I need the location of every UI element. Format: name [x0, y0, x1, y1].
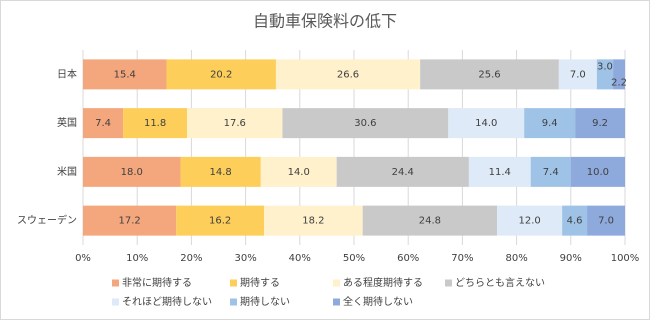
bar-segment [362, 205, 498, 236]
bar-segment [524, 108, 576, 139]
data-label: 30.6 [354, 118, 376, 129]
data-label: 4.6 [567, 216, 583, 227]
x-tick-label: 40% [289, 253, 311, 264]
data-label: 25.6 [478, 69, 500, 80]
bar-segment [558, 59, 597, 90]
y-tick-label: 米国 [57, 165, 77, 178]
bar-segment [275, 59, 421, 90]
bar-segment [575, 108, 625, 139]
bar-segment [596, 59, 614, 90]
bar-segment [336, 156, 469, 187]
bar-segment [123, 108, 188, 139]
y-tick-label: 日本 [57, 67, 77, 80]
bar-segment [180, 156, 261, 187]
data-label: 7.0 [570, 69, 586, 80]
data-label: 12.0 [518, 216, 540, 227]
data-label: 7.4 [95, 118, 111, 129]
legend-swatch [112, 298, 119, 306]
data-label: 10.0 [587, 167, 609, 178]
legend-label: 期待する [240, 276, 280, 289]
legend-swatch [230, 279, 237, 287]
bar-segment [282, 108, 449, 139]
data-label: 7.0 [598, 216, 614, 227]
legend-swatch [445, 279, 452, 287]
bar-segment [83, 205, 177, 236]
bar-segment [448, 108, 525, 139]
bar-segment [83, 156, 181, 187]
data-label: 11.4 [489, 167, 511, 178]
bar-segment [530, 156, 571, 187]
data-label: 9.4 [542, 118, 558, 129]
legend-label: どちらとも言えない [455, 276, 545, 289]
x-tick-label: 10% [126, 253, 148, 264]
legend-label: 期待しない [240, 295, 290, 308]
data-label: 24.8 [419, 216, 441, 227]
legend-label: ある程度期待する [343, 276, 423, 289]
bar-segment [260, 156, 337, 187]
x-tick-label: 80% [505, 253, 527, 264]
bar-segment [562, 205, 588, 236]
data-label: 26.6 [337, 69, 359, 80]
y-tick-label: スウェーデン [17, 214, 77, 227]
legend-label: それほど期待しない [122, 295, 212, 308]
bar-segment [468, 156, 531, 187]
x-tick-label: 60% [397, 253, 419, 264]
x-tick-label: 50% [343, 253, 365, 264]
data-label: 14.8 [210, 167, 232, 178]
x-tick-label: 0% [75, 253, 91, 264]
legend-swatch [112, 279, 119, 287]
data-label: 17.2 [118, 216, 140, 227]
y-tick-label: 英国 [57, 116, 77, 129]
legend-swatch [333, 279, 340, 287]
bar-segment [420, 59, 559, 90]
data-label: 3.0 [597, 61, 613, 72]
data-label: 15.4 [114, 69, 136, 80]
data-label: 7.4 [543, 167, 559, 178]
x-tick-label: 100% [611, 253, 640, 264]
data-label: 9.2 [592, 118, 608, 129]
legend-swatch [333, 298, 340, 306]
bar-segment [570, 156, 625, 187]
data-label: 14.0 [288, 167, 310, 178]
x-tick-label: 70% [451, 253, 473, 264]
data-label: 17.6 [224, 118, 246, 129]
bar-segment [497, 205, 563, 236]
x-tick-label: 20% [180, 253, 202, 264]
bar-segment [187, 108, 283, 139]
legend-label: 非常に期待する [122, 276, 192, 289]
x-tick-label: 30% [234, 253, 256, 264]
legend-label: 全く期待しない [343, 295, 413, 308]
data-label: 11.8 [144, 118, 166, 129]
data-label: 2.2 [611, 77, 627, 88]
bar-segment [166, 59, 276, 90]
bar-segment [83, 108, 124, 139]
data-label: 24.4 [392, 167, 414, 178]
chart-title: 自動車保険料の低下 [253, 12, 397, 31]
data-label: 18.0 [121, 167, 143, 178]
bar-segment [176, 205, 265, 236]
bar-segment [613, 59, 625, 90]
data-label: 18.2 [302, 216, 324, 227]
data-label: 16.2 [209, 216, 231, 227]
data-label: 14.0 [475, 118, 497, 129]
bar-segment [587, 205, 625, 236]
bar-segment [83, 59, 167, 90]
bar-segment [264, 205, 363, 236]
legend-swatch [230, 298, 237, 306]
x-tick-label: 90% [560, 253, 582, 264]
data-label: 20.2 [210, 69, 232, 80]
